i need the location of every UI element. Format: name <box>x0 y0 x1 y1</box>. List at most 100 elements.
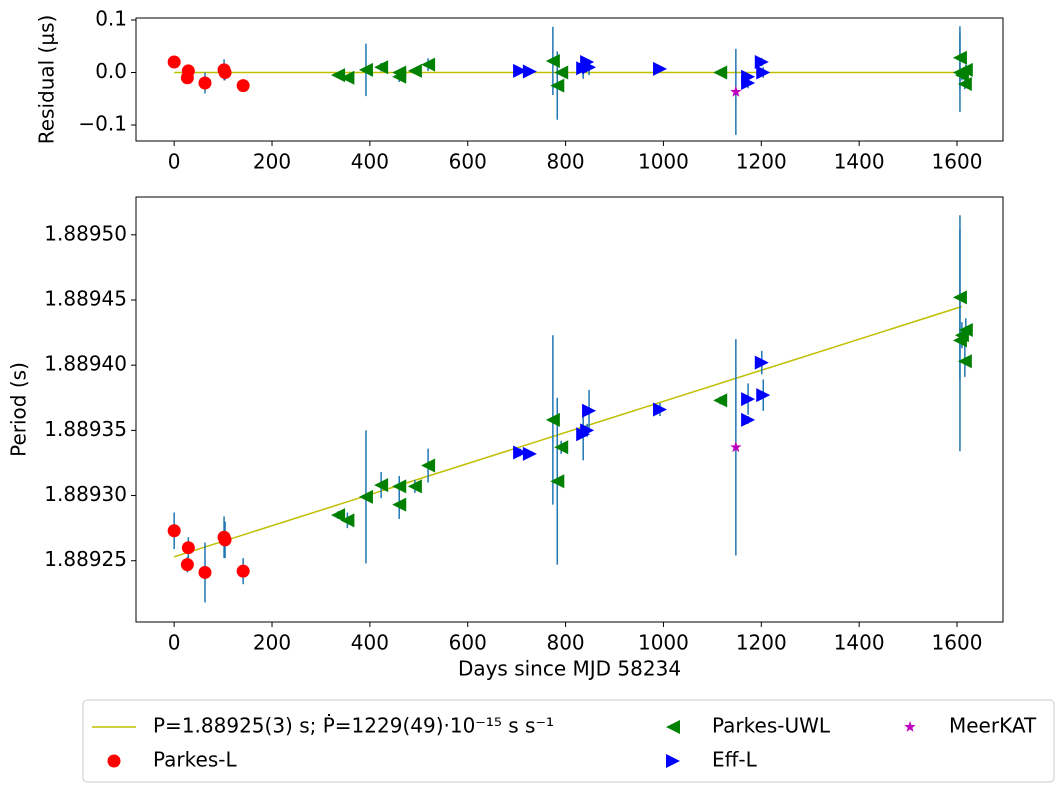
x-tick-label: 0 <box>168 150 181 174</box>
marker <box>513 445 528 460</box>
y-tick-label: 1.88930 <box>44 482 127 506</box>
marker <box>181 541 195 555</box>
axes-frame <box>135 17 1004 142</box>
y-tick-label: 0.1 <box>95 6 127 30</box>
marker <box>340 70 355 85</box>
x-axis-label: Days since MJD 58234 <box>458 657 681 681</box>
x-tick-label: 800 <box>546 631 584 655</box>
legend-label: Eff-L <box>712 748 758 772</box>
marker <box>545 412 560 427</box>
legend-label: Parkes-L <box>153 748 237 772</box>
marker <box>513 63 528 78</box>
legend-label: P=1.88925(3) s; Ṗ=1229(49)·10⁻¹⁵ s s⁻¹ <box>153 714 554 738</box>
marker <box>756 65 771 80</box>
legend-label: MeerKAT <box>949 714 1037 738</box>
marker <box>407 479 422 494</box>
marker <box>218 65 232 79</box>
marker <box>358 62 373 77</box>
x-tick-label: 1200 <box>736 150 787 174</box>
marker <box>958 322 973 337</box>
marker <box>957 354 972 369</box>
x-tick-label: 1400 <box>834 631 885 655</box>
marker <box>554 65 569 80</box>
legend-frame <box>82 699 1055 783</box>
y-tick-label: 1.88950 <box>44 221 127 245</box>
marker <box>730 85 742 97</box>
marker <box>550 474 565 489</box>
y-axis-label: Residual (μs) <box>35 15 59 145</box>
marker <box>582 60 597 75</box>
marker <box>374 60 389 75</box>
marker <box>180 558 194 572</box>
x-tick-label: 1200 <box>736 631 787 655</box>
marker <box>421 458 436 473</box>
marker <box>167 524 181 538</box>
legend-label: Parkes-UWL <box>712 714 831 738</box>
y-tick-label: 1.88940 <box>44 352 127 376</box>
marker <box>545 53 560 68</box>
marker <box>167 55 181 69</box>
legend-swatch <box>666 720 680 734</box>
marker <box>421 57 436 72</box>
legend-swatch <box>904 721 916 732</box>
marker <box>713 393 728 408</box>
marker <box>522 64 537 79</box>
marker <box>580 423 595 438</box>
x-tick-label: 0 <box>168 631 181 655</box>
x-tick-label: 1400 <box>834 150 885 174</box>
marker <box>741 69 756 84</box>
marker <box>331 508 346 523</box>
marker <box>236 564 250 578</box>
marker <box>653 402 668 417</box>
marker <box>653 61 668 76</box>
x-tick-label: 600 <box>449 150 487 174</box>
marker <box>374 478 389 493</box>
marker <box>741 392 756 407</box>
marker <box>392 479 407 494</box>
marker <box>392 69 407 84</box>
y-axis-label: Period (s) <box>7 362 31 457</box>
legend-swatch <box>666 754 680 768</box>
legend-swatch <box>107 754 121 768</box>
marker <box>952 50 967 65</box>
x-tick-label: 1000 <box>638 631 689 655</box>
x-tick-label: 400 <box>351 631 389 655</box>
marker <box>713 65 728 80</box>
y-tick-label: 1.88945 <box>44 286 127 310</box>
marker <box>331 68 346 83</box>
marker <box>754 54 769 69</box>
axes-frame <box>135 196 1004 623</box>
marker <box>180 71 194 85</box>
marker <box>550 78 565 93</box>
x-tick-label: 600 <box>449 631 487 655</box>
marker <box>756 388 771 403</box>
marker <box>741 412 756 427</box>
marker <box>392 497 407 512</box>
marker <box>952 290 967 305</box>
x-tick-label: 1000 <box>638 150 689 174</box>
marker <box>522 446 537 461</box>
fit-line <box>173 305 963 558</box>
x-tick-label: 1600 <box>932 150 983 174</box>
marker <box>957 77 972 92</box>
y-tick-label: −0.1 <box>78 111 127 135</box>
marker <box>958 62 973 77</box>
marker <box>407 63 422 78</box>
y-tick-label: 1.88935 <box>44 417 127 441</box>
marker <box>358 489 373 504</box>
x-tick-label: 200 <box>253 631 291 655</box>
marker <box>554 440 569 455</box>
marker <box>198 76 212 90</box>
x-tick-label: 400 <box>351 150 389 174</box>
marker <box>754 355 769 370</box>
marker <box>582 403 597 418</box>
marker <box>340 513 355 528</box>
x-tick-label: 1600 <box>932 631 983 655</box>
marker <box>730 441 742 453</box>
y-tick-label: 1.88925 <box>44 547 127 571</box>
x-tick-label: 800 <box>546 150 584 174</box>
y-tick-label: 0.0 <box>95 59 127 83</box>
x-tick-label: 200 <box>253 150 291 174</box>
